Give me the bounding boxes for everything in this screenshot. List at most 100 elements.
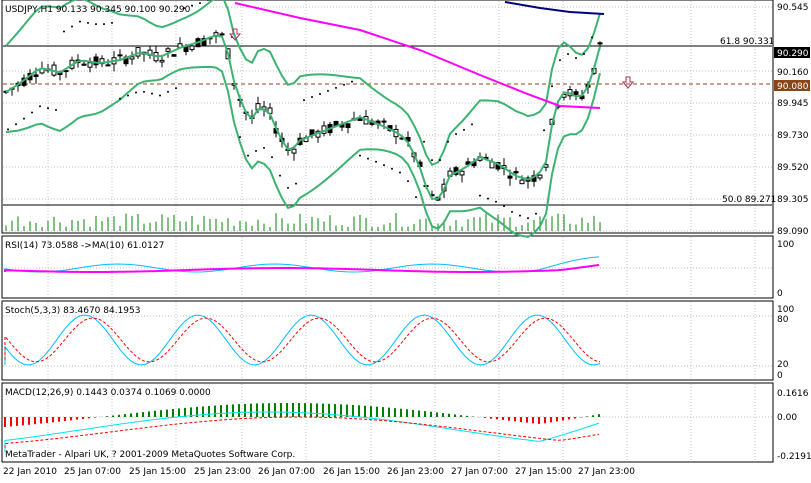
rsi-ma-line xyxy=(4,264,600,273)
sar-dot xyxy=(79,20,81,23)
rsi-tick: 100 xyxy=(777,240,794,250)
time-axis: 22 Jan 2010 25 Jan 07:00 25 Jan 15:00 25… xyxy=(3,467,635,477)
sar-dot xyxy=(207,0,209,1)
price-axis: 90.545 90.160 89.945 89.730 89.520 89.30… xyxy=(774,3,810,237)
sar-dot xyxy=(471,123,473,126)
macd-header: MACD(12,26,9) 0.1443 0.0374 0.1069 0.000… xyxy=(5,388,211,398)
sar-dot xyxy=(199,2,201,5)
candle-body xyxy=(357,117,363,121)
sar-dot xyxy=(71,25,73,28)
candle-body xyxy=(135,47,141,57)
sar-dot xyxy=(407,180,409,183)
bollinger-upper xyxy=(5,0,601,167)
main-pane[interactable] xyxy=(1,0,774,234)
sar-dot xyxy=(15,123,17,126)
sar-dot xyxy=(487,197,489,200)
grid-lines xyxy=(3,1,772,461)
sar-dot xyxy=(175,87,177,90)
up-arrow-icon xyxy=(228,28,242,41)
sar-dot xyxy=(127,94,129,97)
candle-body xyxy=(345,123,351,129)
price-tick: 89.520 xyxy=(777,163,809,173)
sar-dot xyxy=(111,21,113,24)
price-tick: 89.305 xyxy=(777,195,809,205)
price-tick: 90.545 xyxy=(777,3,809,13)
sar-dot xyxy=(343,83,345,86)
sar-dot xyxy=(103,23,105,26)
price-tick: 89.730 xyxy=(777,131,809,141)
sar-dot xyxy=(47,107,49,110)
fibo-618-label: 61.8 90.331 xyxy=(720,37,774,47)
sar-dot xyxy=(167,90,169,93)
sar-dot xyxy=(39,105,41,108)
sar-dot xyxy=(495,200,497,203)
sar-dot xyxy=(479,194,481,197)
fibo-500-label: 50.0 89.271 xyxy=(722,195,776,205)
sar-dot xyxy=(31,111,33,114)
macd-axis: 0.1616 0.00 -0.2191 xyxy=(777,389,811,462)
candle-body xyxy=(573,91,579,95)
sar-dot xyxy=(287,186,289,189)
sar-dot xyxy=(263,146,265,149)
stoch-axis: 100 80 20 0 xyxy=(777,305,794,381)
candle-body xyxy=(93,56,99,66)
time-label: 25 Jan 07:00 xyxy=(64,467,121,477)
candle-body xyxy=(537,174,543,179)
rsi-pane[interactable] xyxy=(1,235,774,299)
sar-dot xyxy=(311,96,313,99)
price-plot xyxy=(3,0,772,238)
stoch-tick: 20 xyxy=(777,360,789,370)
candle-body xyxy=(597,42,603,45)
stoch-header: Stoch(5,3,3) 83.4670 84.1953 xyxy=(5,306,140,316)
sar-dot xyxy=(295,182,297,185)
sar-dot xyxy=(55,108,57,111)
time-label: 27 Jan 23:00 xyxy=(578,467,635,477)
footer-copyright: MetaTrader - Alpari UK, ? 2001-2009 Meta… xyxy=(5,450,295,460)
time-label: 22 Jan 2010 xyxy=(3,467,57,477)
macd-plot xyxy=(4,403,600,452)
sar-dot xyxy=(575,57,577,60)
candle-body xyxy=(87,62,93,68)
sar-dot xyxy=(535,212,537,215)
macd-signal-line xyxy=(4,416,600,448)
sar-dot xyxy=(303,99,305,102)
current-price-label: 90.290 xyxy=(777,49,809,59)
rsi-header: RSI(14) 73.0588 ->MA(10) 61.0127 xyxy=(5,241,164,251)
stoch-main-line xyxy=(4,314,601,366)
sar-dot xyxy=(247,154,249,157)
sar-dot xyxy=(63,30,65,33)
sar-dot xyxy=(351,80,353,83)
sar-dot xyxy=(143,90,145,93)
candle-body xyxy=(129,56,135,60)
sar-dot xyxy=(279,174,281,177)
sar-dot xyxy=(359,154,361,157)
sar-dot xyxy=(151,92,153,95)
time-label: 27 Jan 07:00 xyxy=(451,467,508,477)
macd-line xyxy=(4,411,600,452)
sar-dot xyxy=(23,117,25,120)
sar-dot xyxy=(327,89,329,92)
stoch-pane[interactable] xyxy=(1,300,774,381)
sar-dot xyxy=(415,196,417,199)
candle-body xyxy=(117,54,123,57)
main-header: USDJPY,H1 90.133 90.345 90.100 90.290 xyxy=(5,5,191,15)
sar-dot xyxy=(271,156,273,159)
bollinger-middle xyxy=(5,34,601,200)
sar-dot xyxy=(191,4,193,7)
candle-body xyxy=(33,74,39,77)
stoch-plot xyxy=(4,314,601,366)
sar-dot xyxy=(367,157,369,160)
candle-body xyxy=(159,59,165,63)
sar-dot xyxy=(7,128,9,131)
sar-dot xyxy=(255,149,257,152)
rsi-tick: 0 xyxy=(777,289,783,299)
ma-slow-line xyxy=(504,1,605,15)
sar-dot xyxy=(447,140,449,143)
sar-dot xyxy=(391,167,393,170)
sar-dot xyxy=(583,52,585,55)
sar-dot xyxy=(87,21,89,24)
sar-dot xyxy=(383,164,385,167)
stoch-tick: 100 xyxy=(777,305,794,315)
